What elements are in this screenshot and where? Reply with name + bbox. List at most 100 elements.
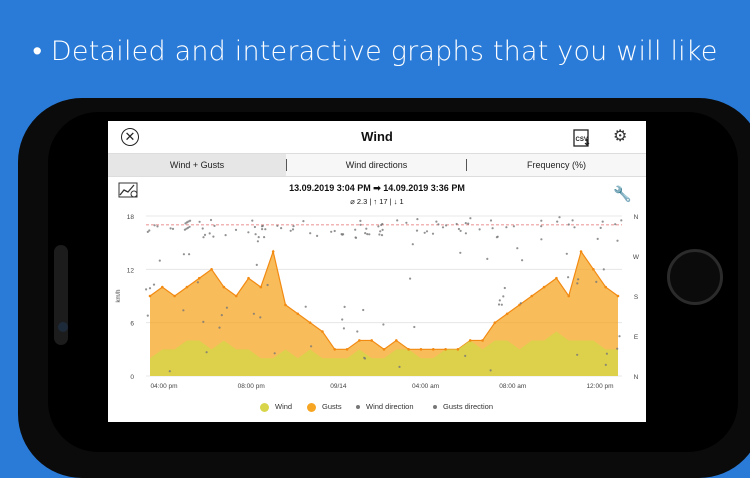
direction-point <box>567 223 570 226</box>
csv-export-icon[interactable]: CSV <box>573 129 591 147</box>
gust-point <box>407 348 410 351</box>
direction-point <box>201 227 204 230</box>
direction-tick-label: E <box>634 334 639 341</box>
gust-point <box>431 348 435 351</box>
direction-point <box>169 227 172 230</box>
direction-point <box>377 225 380 228</box>
direction-point <box>469 217 472 220</box>
direction-point <box>342 327 345 330</box>
direction-point <box>380 234 384 237</box>
direction-point <box>616 347 619 350</box>
gust-point <box>395 339 398 342</box>
tab-frequency[interactable]: Frequency (%) <box>526 160 587 170</box>
direction-point <box>189 219 192 222</box>
direction-point <box>362 308 365 312</box>
direction-point <box>209 218 213 222</box>
direction-point <box>341 318 344 321</box>
direction-point <box>259 316 262 319</box>
direction-tick-label: S <box>634 294 639 301</box>
direction-point <box>519 302 522 305</box>
direction-point <box>425 230 429 233</box>
top-bar: ✕ Wind CSV ⚙ <box>108 121 646 154</box>
date-range: 13.09.2019 3:04 PM ➡ 14.09.2019 3:36 PM <box>289 183 465 193</box>
direction-point <box>354 236 357 239</box>
direction-point <box>263 236 266 239</box>
direction-point <box>280 227 283 230</box>
gear-icon[interactable]: ⚙ <box>613 128 628 145</box>
direction-point <box>253 225 256 229</box>
gust-point <box>419 348 423 351</box>
direction-point <box>203 233 207 236</box>
direction-point <box>198 220 201 223</box>
direction-point <box>218 326 221 329</box>
wrench-icon[interactable]: 🔧 <box>613 186 632 203</box>
direction-point <box>577 278 580 281</box>
direction-point <box>445 224 448 227</box>
gust-point <box>222 285 226 289</box>
close-icon[interactable]: ✕ <box>121 128 139 146</box>
y-axis-label: km/h <box>116 289 122 302</box>
x-tick-label: 09/14 <box>330 383 347 390</box>
direction-point <box>489 369 492 372</box>
direction-tick-label: N <box>634 214 639 221</box>
direction-point <box>354 228 357 231</box>
direction-point <box>415 229 419 232</box>
gust-point <box>481 339 484 342</box>
direction-point <box>186 226 190 229</box>
direction-point <box>247 231 250 234</box>
direction-point <box>309 232 312 235</box>
gust-point <box>555 276 558 280</box>
gust-point <box>271 250 275 253</box>
gust-point <box>530 294 534 298</box>
home-button <box>667 249 723 305</box>
direction-point <box>437 223 440 226</box>
direction-point <box>261 228 264 231</box>
direction-point <box>618 335 621 338</box>
direction-point <box>359 223 362 226</box>
x-tick-label: 12:00 pm <box>586 383 613 390</box>
direction-point <box>256 240 259 243</box>
direction-point <box>396 219 399 222</box>
direction-point <box>261 224 264 227</box>
gust-point <box>185 285 189 289</box>
gust-point <box>370 339 373 342</box>
direction-point <box>182 309 185 312</box>
tab-wind-gusts[interactable]: Wind + Gusts <box>108 154 286 176</box>
direction-point <box>291 228 295 231</box>
direction-point <box>225 306 228 309</box>
direction-point <box>365 227 368 230</box>
direction-point <box>497 303 501 306</box>
direction-point <box>379 230 382 233</box>
direction-point <box>478 228 481 231</box>
gust-point <box>468 339 472 342</box>
direction-point <box>292 225 295 228</box>
direction-point <box>153 224 156 227</box>
tab-bar: Wind + Gusts Wind directions Frequency (… <box>108 154 646 177</box>
direction-point <box>205 351 208 354</box>
tab-wind-directions[interactable]: Wind directions <box>345 160 408 170</box>
gust-point <box>333 348 337 351</box>
direction-point <box>158 259 161 262</box>
legend-wind: Wind <box>260 401 292 413</box>
direction-point <box>251 219 254 222</box>
direction-point <box>264 228 267 231</box>
chart-type-icon[interactable] <box>118 182 138 198</box>
direction-point <box>146 314 149 317</box>
gust-point <box>358 339 361 342</box>
direction-point <box>366 233 369 236</box>
y-tick-label: 6 <box>130 321 134 328</box>
direction-point <box>605 352 608 355</box>
direction-point <box>146 230 149 233</box>
direction-point <box>302 220 305 223</box>
direction-tick-label: N <box>634 374 639 381</box>
direction-point <box>502 295 505 298</box>
direction-point <box>498 299 501 302</box>
y-tick-label: 0 <box>130 374 134 381</box>
wind-chart[interactable]: 0 6 12 18 km/h N W S E N 04:00 pm 08:00 pm 09/14 04:0… <box>108 209 646 399</box>
direction-point <box>381 222 384 226</box>
gust-point <box>456 348 460 351</box>
gust-point <box>345 348 349 351</box>
direction-point <box>409 277 412 280</box>
direction-point <box>496 235 499 238</box>
tab-divider <box>466 159 467 171</box>
